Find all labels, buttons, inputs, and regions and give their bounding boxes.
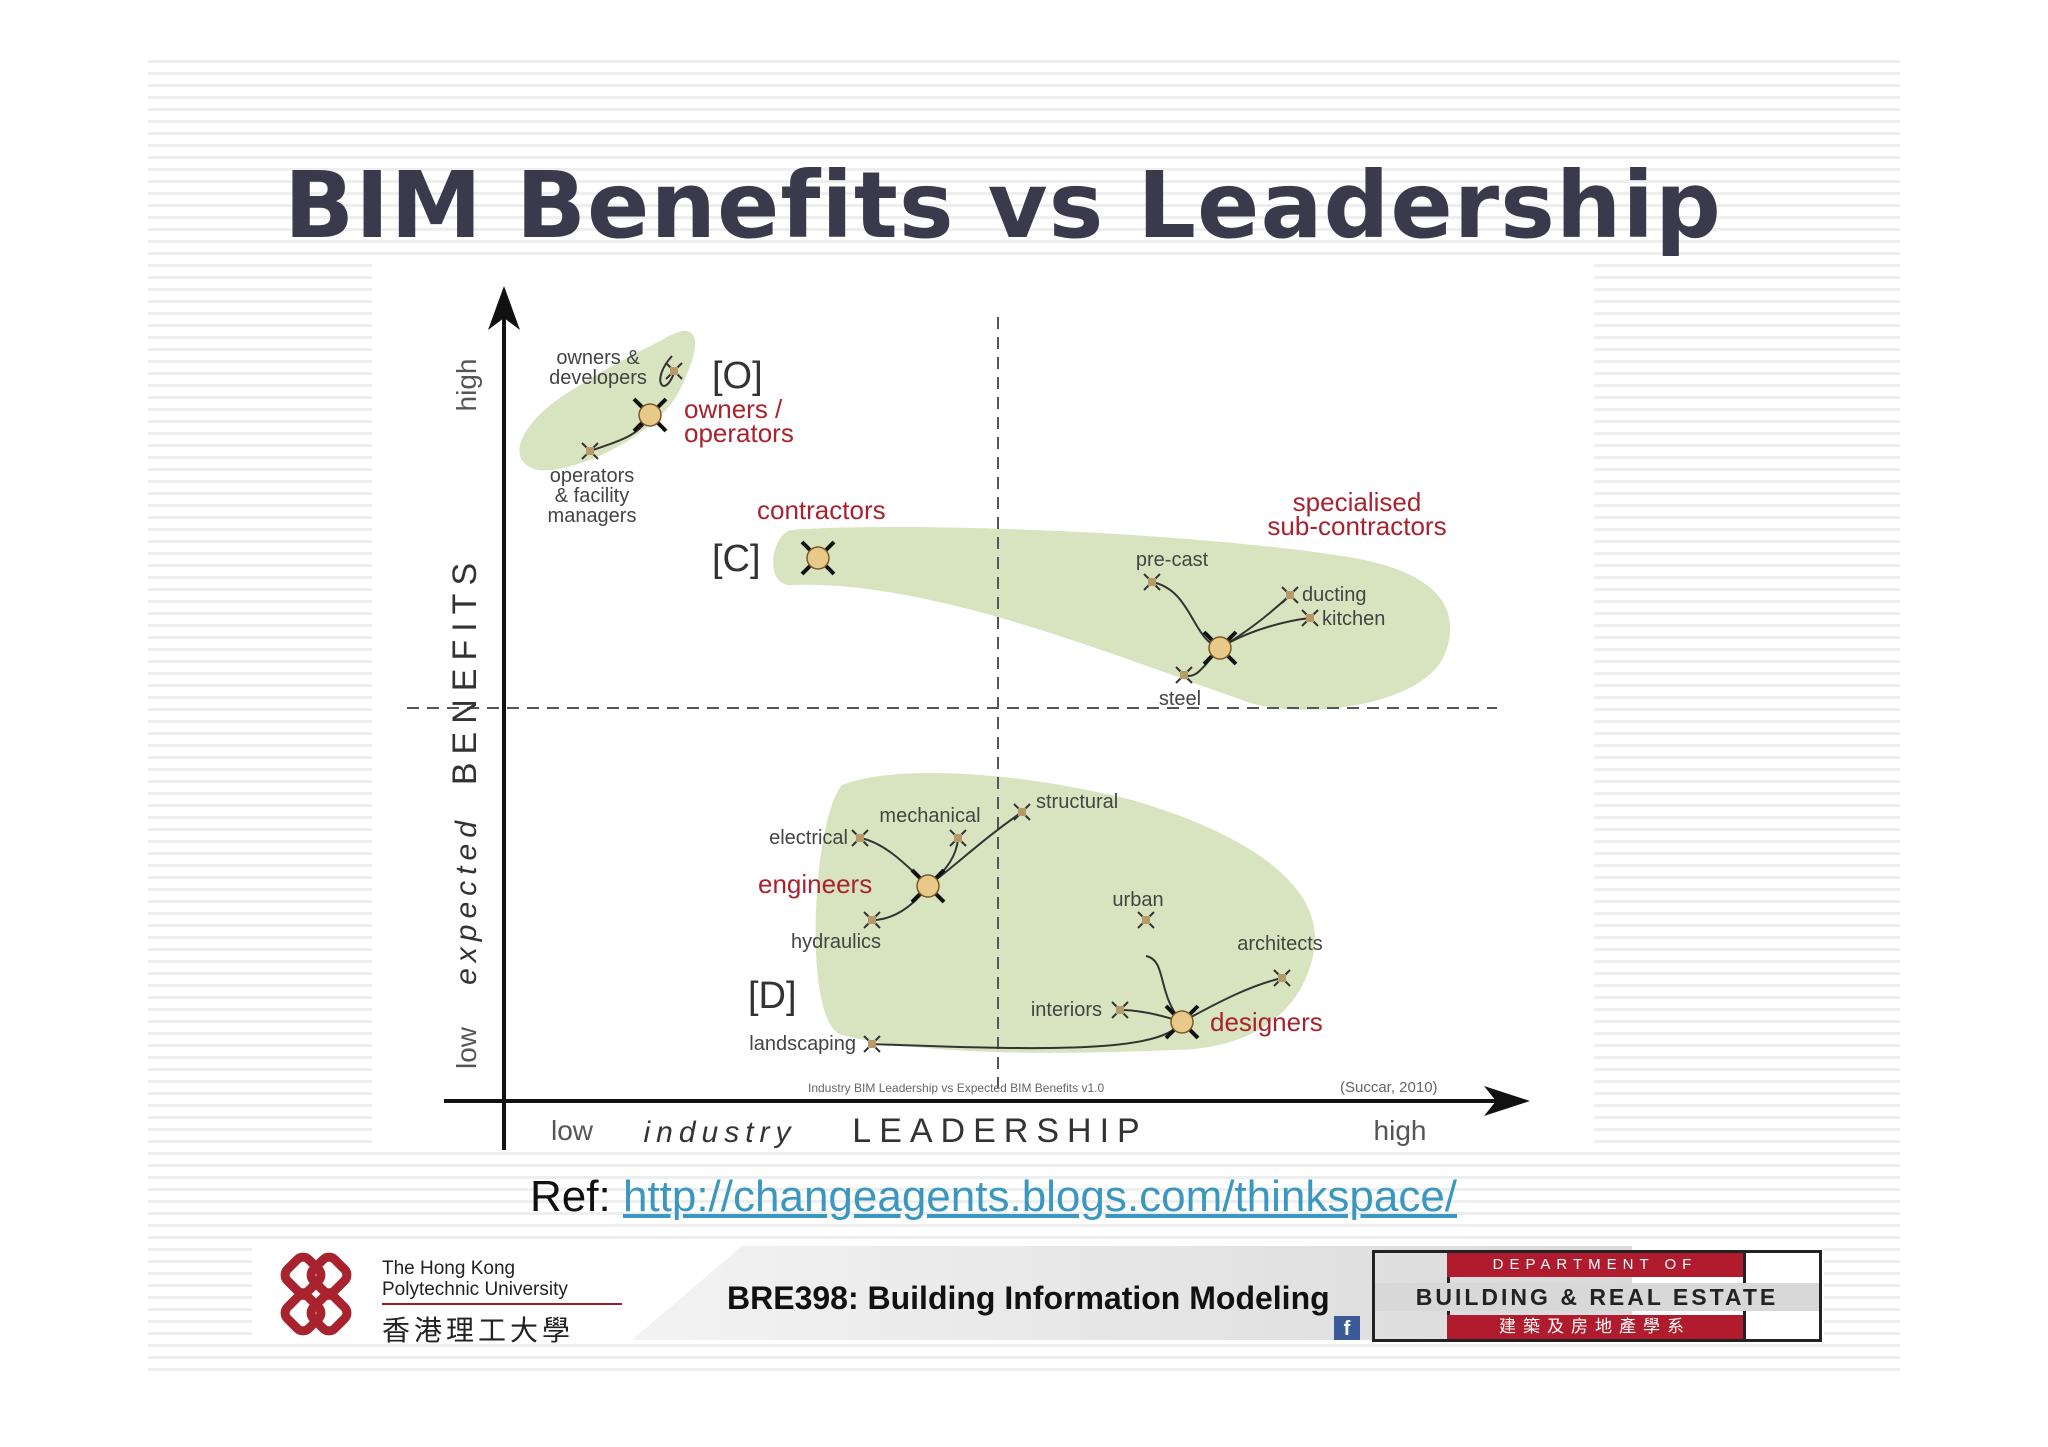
group-label-owners-2: operators: [684, 418, 794, 448]
x-axis-prefix: industry: [643, 1116, 796, 1149]
x-axis-low: low: [551, 1115, 594, 1146]
course-title: BRE398: Building Information Modeling: [727, 1280, 1330, 1316]
member-node-structural: [1013, 803, 1031, 821]
label-owners-developers-2: developers: [549, 367, 647, 389]
reference-line: Ref: http://changeagents.blogs.com/think…: [530, 1172, 1457, 1222]
group-label-subcontractors-2: sub-contractors: [1267, 511, 1446, 541]
member-node-kitchen: [1301, 609, 1319, 627]
label-operators-2: & facility: [555, 485, 629, 507]
label-hydraulics: hydraulics: [791, 931, 881, 953]
member-node-architects: [1273, 969, 1291, 987]
group-code-contractors: [C]: [712, 538, 761, 580]
reference-label: Ref:: [530, 1172, 611, 1221]
label-operators-3: managers: [548, 505, 637, 527]
x-axis-label: LEADERSHIP: [852, 1112, 1147, 1150]
university-name-en-2: Polytechnic University: [382, 1279, 568, 1300]
member-node-landscaping: [863, 1035, 881, 1053]
label-pre-cast: pre-cast: [1136, 549, 1209, 571]
dept-line-2: BUILDING & REAL ESTATE: [1375, 1283, 1819, 1311]
university-name: The Hong Kong Polytechnic University 香港理…: [382, 1258, 622, 1349]
group-code-owners: [O]: [712, 355, 763, 397]
university-name-cn: 香港理工大學: [382, 1314, 575, 1347]
label-ducting: ducting: [1302, 584, 1367, 606]
label-electrical: electrical: [769, 827, 848, 849]
department-logo: DEPARTMENT OF BUILDING & REAL ESTATE 建築及…: [1372, 1250, 1822, 1342]
member-node-operators-facility: [581, 442, 599, 460]
reference-link[interactable]: http://changeagents.blogs.com/thinkspace…: [622, 1172, 1458, 1221]
group-label-owners-1: owners /: [684, 394, 783, 424]
label-mechanical: mechanical: [879, 805, 980, 827]
slide-title: BIM Benefits vs Leadership: [284, 152, 1722, 259]
group-code-designers: [D]: [748, 975, 797, 1017]
member-node-interiors: [1111, 1001, 1129, 1019]
university-divider: [382, 1303, 622, 1305]
label-landscaping: landscaping: [749, 1033, 856, 1055]
label-owners-developers-1: owners &: [556, 347, 640, 369]
university-name-en-1: The Hong Kong: [382, 1258, 516, 1279]
member-node-owners-developers: [665, 362, 683, 380]
member-node-mechanical: [949, 829, 967, 847]
group-label-contractors: contractors: [757, 495, 886, 525]
owners-blob: [519, 330, 696, 471]
label-structural: structural: [1036, 791, 1118, 813]
label-architects: architects: [1237, 933, 1323, 955]
label-interiors: interiors: [1031, 999, 1102, 1021]
hub-node-owners-operators: [632, 397, 668, 433]
y-axis-low: low: [451, 1026, 482, 1069]
bim-diagram: expected BENEFITS high low industry LEAD…: [372, 260, 1594, 1150]
x-axis-arrow: [1484, 1086, 1530, 1116]
y-axis-high: high: [451, 359, 482, 412]
member-node-steel: [1175, 666, 1193, 684]
dept-line-1: DEPARTMENT OF: [1447, 1253, 1743, 1277]
diagram-credit: (Succar, 2010): [1340, 1079, 1438, 1096]
member-node-urban: [1137, 911, 1155, 929]
facebook-icon[interactable]: f: [1334, 1316, 1360, 1340]
y-axis-arrow: [488, 286, 520, 330]
diagram-caption: Industry BIM Leadership vs Expected BIM …: [808, 1081, 1104, 1095]
hub-node-designers: [1164, 1004, 1200, 1040]
contractors-blob: [773, 527, 1451, 710]
group-label-engineers: engineers: [758, 869, 872, 899]
polyu-logo: [260, 1252, 372, 1345]
engineers-designers-blob: [815, 773, 1316, 1053]
hub-node-engineers: [910, 868, 946, 904]
dept-line-3: 建築及房地產學系: [1447, 1315, 1743, 1339]
label-urban: urban: [1112, 889, 1163, 911]
label-operators-1: operators: [550, 465, 635, 487]
member-node-hydraulics: [863, 911, 881, 929]
slide-footer: The Hong Kong Polytechnic University 香港理…: [252, 1246, 1824, 1347]
y-axis-prefix: expected: [450, 815, 483, 985]
x-axis-high: high: [1374, 1115, 1427, 1146]
group-label-subcontractors-1: specialised: [1293, 487, 1422, 517]
hub-node-sub-contractors: [1202, 630, 1238, 666]
member-node-pre-cast: [1143, 573, 1161, 591]
group-label-designers: designers: [1210, 1007, 1323, 1037]
member-node-ducting: [1281, 586, 1299, 604]
y-axis-label: BENEFITS: [446, 555, 484, 785]
label-steel: steel: [1159, 688, 1201, 710]
hub-node-contractors: [800, 540, 836, 576]
label-kitchen: kitchen: [1322, 608, 1385, 630]
member-node-electrical: [851, 829, 869, 847]
